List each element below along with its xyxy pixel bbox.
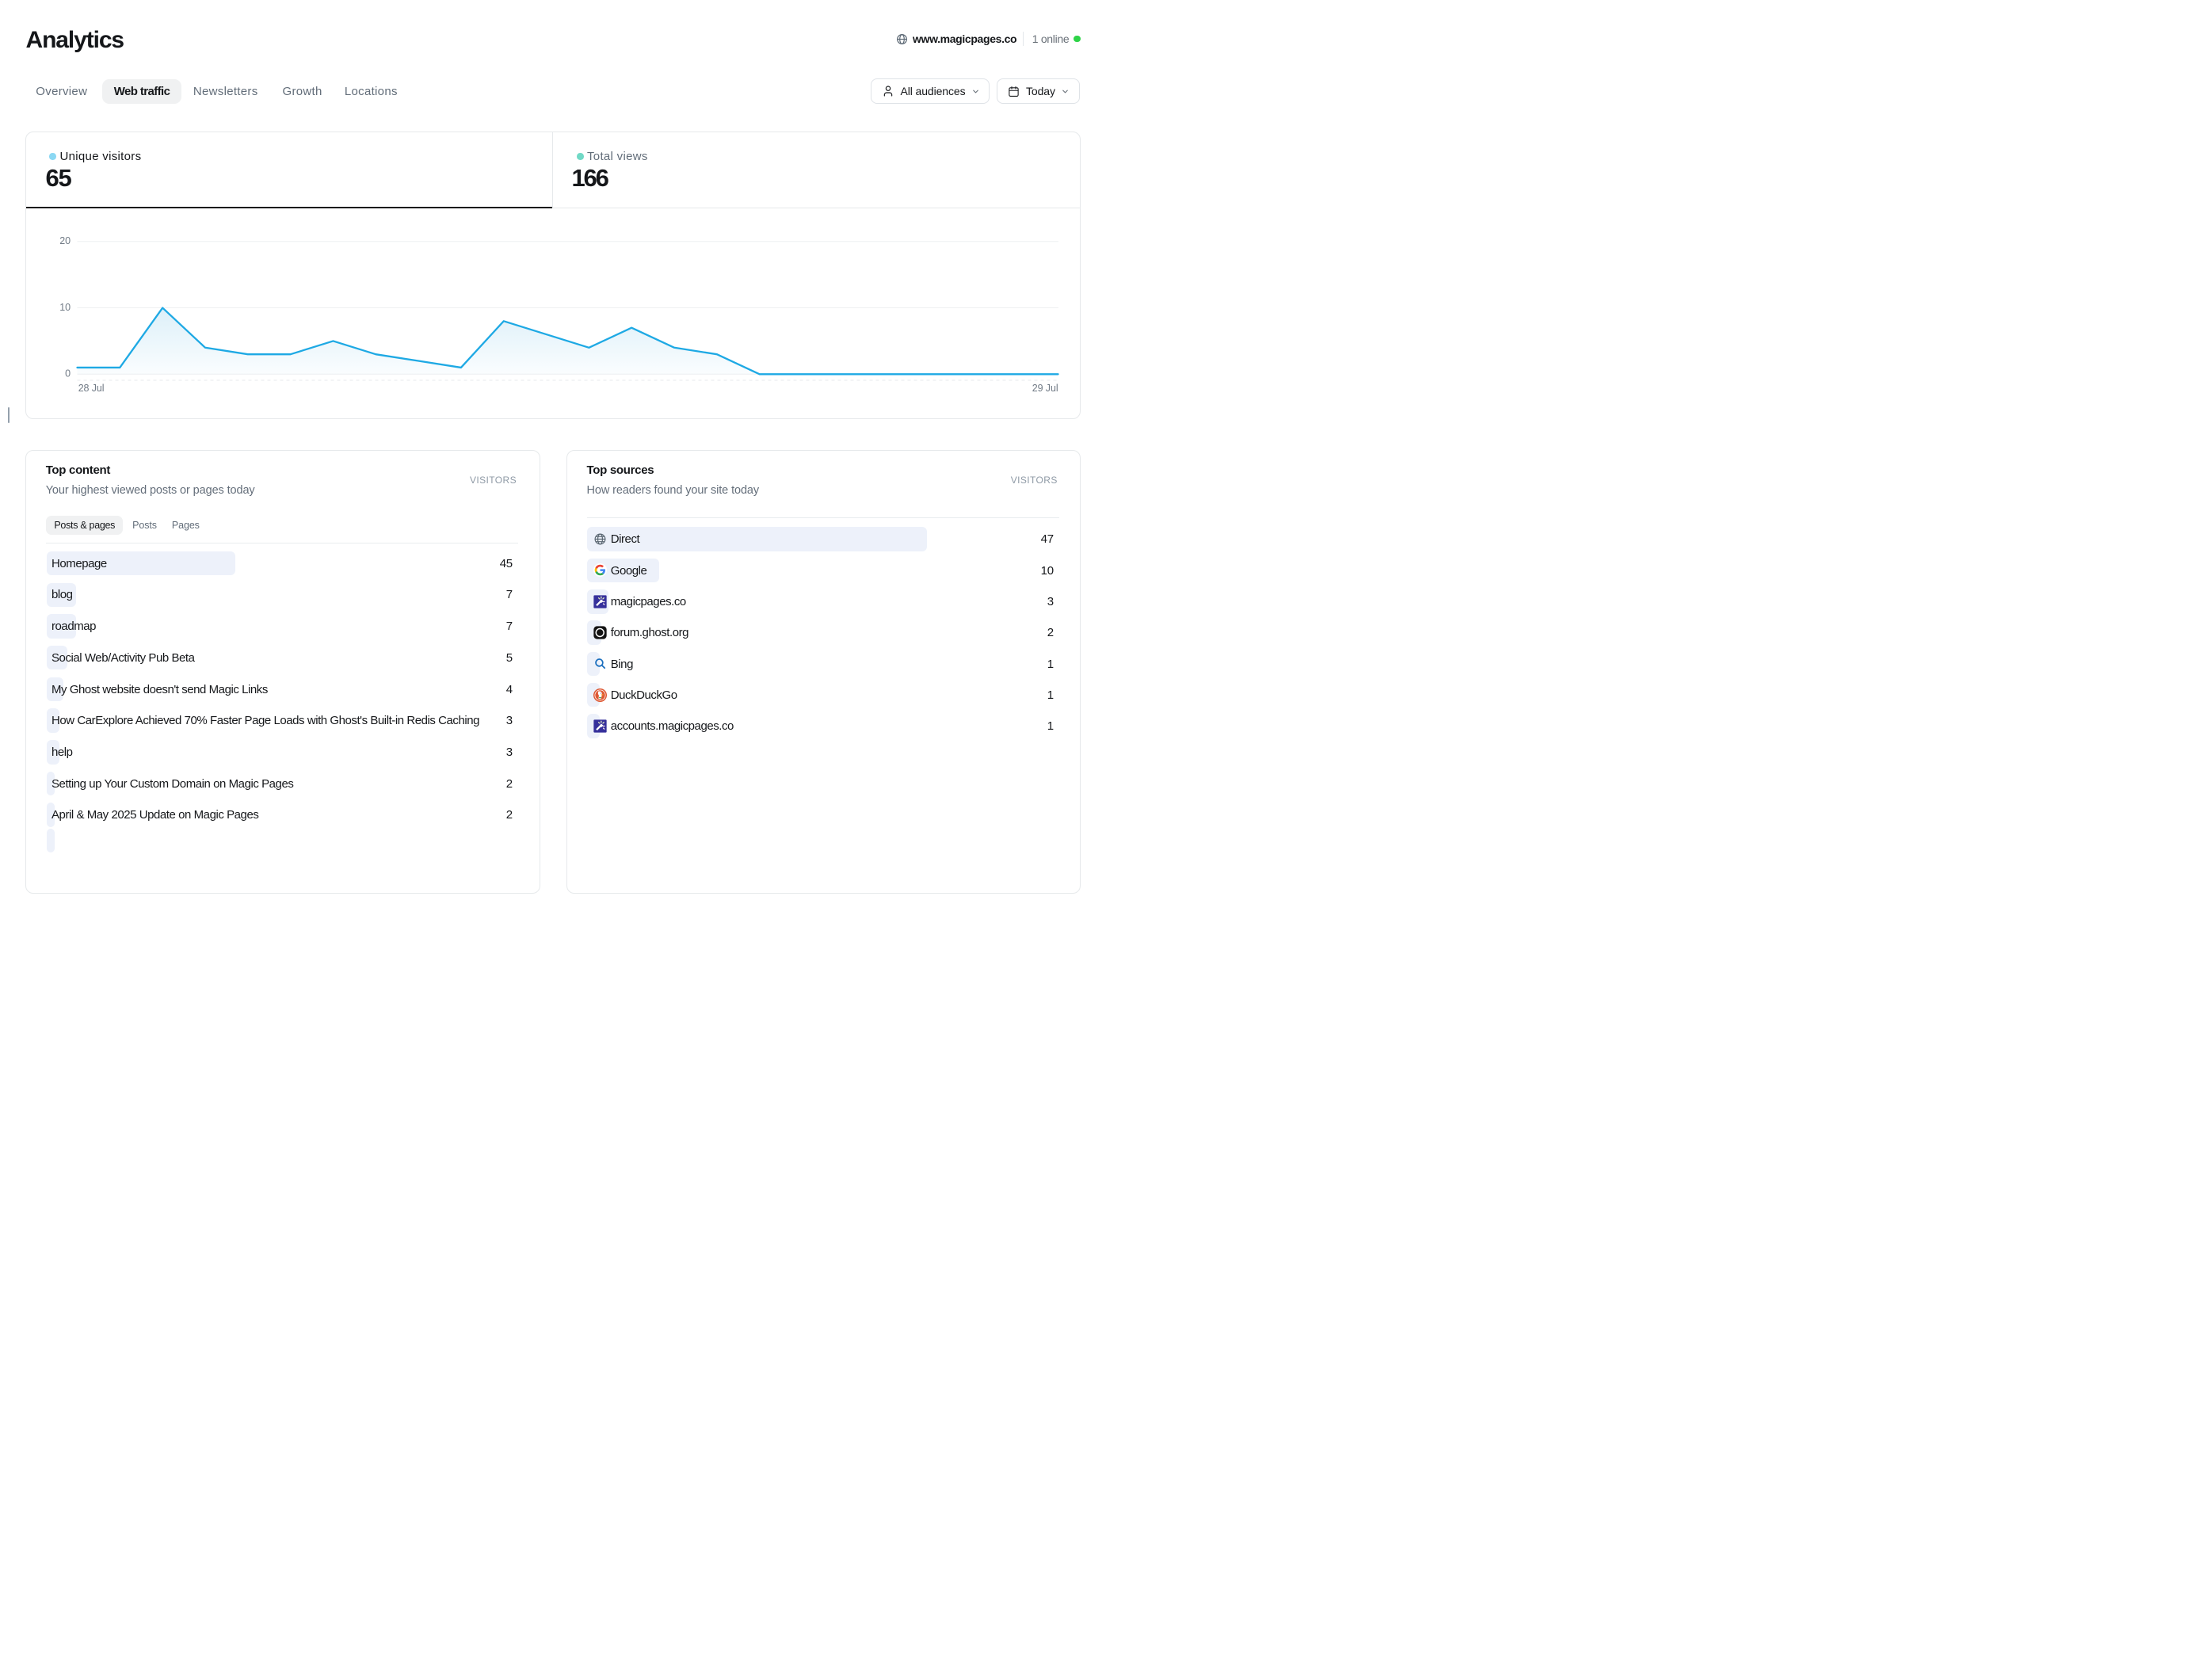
svg-text:20: 20 [59, 235, 71, 246]
svg-text:29 Jul: 29 Jul [1032, 383, 1058, 394]
svg-text:0: 0 [65, 368, 71, 379]
svg-text:10: 10 [59, 302, 71, 313]
svg-text:28 Jul: 28 Jul [78, 383, 105, 394]
